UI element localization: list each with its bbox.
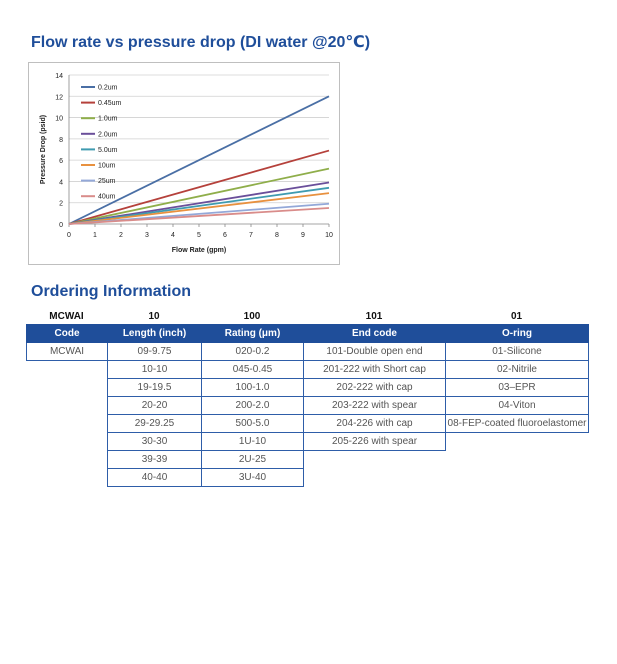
end-code-cell: 204-226 with cap	[303, 414, 446, 433]
rating-cell: 100-1.0	[201, 378, 304, 397]
top-code-rating: 100	[243, 311, 261, 322]
length-cell: 30-30	[107, 432, 202, 451]
x-tick-label: 7	[249, 232, 253, 239]
y-tick-label: 6	[59, 158, 63, 165]
table-row: 30-30 1U-10 205-226 with spear	[27, 432, 589, 451]
oring-cell: 01-Silicone	[445, 342, 589, 361]
x-tick-label: 9	[301, 232, 305, 239]
code-cell: MCWAI	[26, 342, 108, 361]
x-tick-label: 8	[275, 232, 279, 239]
ordering-header-row: Code Length (inch) Rating (μm) End code …	[26, 324, 589, 343]
empty-cell	[27, 397, 108, 415]
chart-heading: Flow rate vs pressure drop (DI water @20…	[31, 34, 371, 51]
empty-cell	[27, 379, 108, 397]
legend-label: 5.0um	[98, 147, 118, 154]
header-length: Length (inch)	[107, 324, 202, 343]
length-cell: 20-20	[107, 396, 202, 415]
empty-cell	[304, 469, 446, 487]
table-row: 40-40 3U-40	[27, 468, 589, 487]
y-axis-label: Pressure Drop (psid)	[40, 115, 47, 184]
legend-label: 1.0um	[98, 116, 118, 123]
rating-cell: 500-5.0	[201, 414, 304, 433]
end-code-cell: 203-222 with spear	[303, 396, 446, 415]
y-tick-label: 0	[59, 222, 63, 229]
empty-cell	[27, 469, 108, 487]
empty-cell	[446, 451, 589, 469]
y-tick-label: 10	[55, 116, 63, 123]
legend-label: 0.45um	[98, 100, 122, 107]
header-code: Code	[26, 324, 108, 343]
x-tick-label: 0	[67, 232, 71, 239]
ordering-heading: Ordering Information	[31, 283, 191, 300]
x-tick-label: 2	[119, 232, 123, 239]
table-row: 19-19.5 100-1.0 202-222 with cap 03–EPR	[27, 378, 589, 397]
ordering-table: Code Length (inch) Rating (μm) End code …	[26, 324, 589, 487]
top-code-end: 101	[365, 311, 383, 322]
empty-cell	[27, 361, 108, 379]
end-code-cell: 205-226 with spear	[303, 432, 446, 451]
rating-cell: 045-0.45	[201, 360, 304, 379]
rating-cell: 3U-40	[201, 468, 304, 487]
empty-cell	[27, 433, 108, 451]
end-code-cell: 101-Double open end	[303, 342, 446, 361]
table-row: 20-20 200-2.0 203-222 with spear 04-Viton	[27, 396, 589, 415]
series-line-0.2um	[68, 95, 330, 225]
empty-cell	[304, 451, 446, 469]
y-tick-label: 14	[55, 73, 63, 80]
empty-cell	[446, 469, 589, 487]
empty-cell	[27, 415, 108, 433]
length-cell: 40-40	[107, 468, 202, 487]
length-cell: 09-9.75	[107, 342, 202, 361]
table-row: 39-39 2U-25	[27, 450, 589, 469]
empty-cell	[446, 433, 589, 451]
header-oring: O-ring	[445, 324, 589, 343]
top-code-length: 10	[148, 311, 160, 322]
length-cell: 10-10	[107, 360, 202, 379]
x-tick-label: 3	[145, 232, 149, 239]
legend-label: 10um	[98, 163, 116, 170]
x-tick-label: 6	[223, 232, 227, 239]
x-axis-label: Flow Rate (gpm)	[172, 247, 226, 254]
y-tick-label: 4	[59, 179, 63, 186]
top-code-model: MCWAI	[49, 311, 84, 322]
table-row: 29-29.25 500-5.0 204-226 with cap 08-FEP-co…	[27, 414, 589, 433]
rating-cell: 2U-25	[201, 450, 304, 469]
series-line-10um	[68, 192, 330, 225]
legend-label: 25um	[98, 178, 116, 185]
y-tick-label: 2	[59, 201, 63, 208]
top-code-oring: 01	[510, 311, 523, 322]
y-tick-label: 8	[59, 137, 63, 144]
series-line-40um	[68, 207, 330, 225]
header-end-code: End code	[303, 324, 446, 343]
rating-cell: 1U-10	[201, 432, 304, 451]
end-code-cell: 202-222 with cap	[303, 378, 446, 397]
y-tick-label: 12	[55, 94, 63, 101]
table-row: MCWAI 09-9.75 020-0.2 101-Double open end 01…	[26, 342, 589, 361]
legend-label: 0.2um	[98, 85, 118, 92]
length-cell: 29-29.25	[107, 414, 202, 433]
oring-cell: 08-FEP-coated fluoroelastomer	[445, 414, 589, 433]
pressure-drop-chart: 0 2 4 6 8 10 12 14 0 1 2 3 4 5 6 7 8 9 10 Flow Rate (gpm) Pr…	[28, 62, 340, 265]
table-row: 10-10 045-0.45 201-222 with Short cap 02-Ni…	[27, 360, 589, 379]
length-cell: 39-39	[107, 450, 202, 469]
oring-cell: 04-Viton	[445, 396, 589, 415]
series-line-1.0um	[68, 167, 330, 225]
oring-cell: 02-Nitrile	[445, 360, 589, 379]
x-tick-label: 1	[93, 232, 97, 239]
x-tick-label: 5	[197, 232, 201, 239]
rating-cell: 020-0.2	[201, 342, 304, 361]
legend-label: 2.0um	[98, 131, 118, 138]
end-code-cell: 201-222 with Short cap	[303, 360, 446, 379]
header-rating: Rating (μm)	[201, 324, 304, 343]
oring-cell: 03–EPR	[445, 378, 589, 397]
length-cell: 19-19.5	[107, 378, 202, 397]
legend-label: 40um	[98, 194, 116, 201]
empty-cell	[27, 451, 108, 469]
rating-cell: 200-2.0	[201, 396, 304, 415]
x-tick-label: 10	[325, 232, 333, 239]
series-line-0.45um	[68, 149, 330, 225]
x-tick-label: 4	[171, 232, 175, 239]
